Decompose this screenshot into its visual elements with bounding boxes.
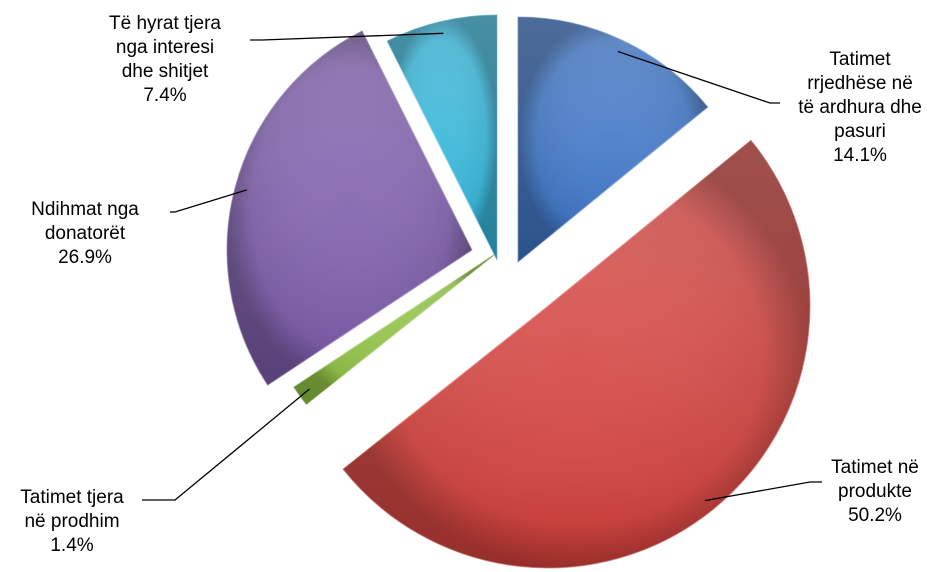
slice-label-tatimet-tjera: Tatimet tjera në prodhim 1.4% [2, 486, 142, 558]
slice-value-tatimet-ne-produkte: 50.2% [848, 505, 902, 526]
leader-line-tatimet-tjera [142, 388, 310, 501]
slice-label-tatimet-rrjedhese: Tatimet rrjedhëse në të ardhura dhe pasu… [770, 48, 950, 168]
leader-line-tatimet-ne-produkte [704, 481, 822, 502]
slice-value-te-hyrat-tjera: 7.4% [143, 85, 187, 106]
slice-value-tatimet-tjera: 1.4% [50, 535, 94, 556]
pie-slice-shade-te-hyrat-tjera [387, 15, 497, 260]
leader-line-ndihmat [170, 189, 248, 213]
pie-slice-shade-tatimet-rrjedhese [518, 17, 708, 262]
slice-label-te-hyrat-tjera: Të hyrat tjera nga interesi dhe shitjet … [80, 12, 250, 108]
leader-line-tatimet-rrjedhese [617, 50, 780, 104]
pie-slice-shade-tatimet-tjera [293, 252, 498, 405]
slice-label-ndihmat: Ndihmat nga donatorët 26.9% [0, 198, 170, 270]
pie-slice-shade-ndihmat [227, 31, 472, 386]
slice-value-tatimet-rrjedhese: 14.1% [833, 145, 887, 166]
slice-label-tatimet-ne-produkte: Tatimet në produkte 50.2% [800, 456, 950, 528]
slice-value-ndihmat: 26.9% [58, 247, 112, 268]
pie-slice-shade-tatimet-ne-produkte [343, 140, 810, 568]
leader-line-te-hyrat-tjera [250, 32, 444, 41]
